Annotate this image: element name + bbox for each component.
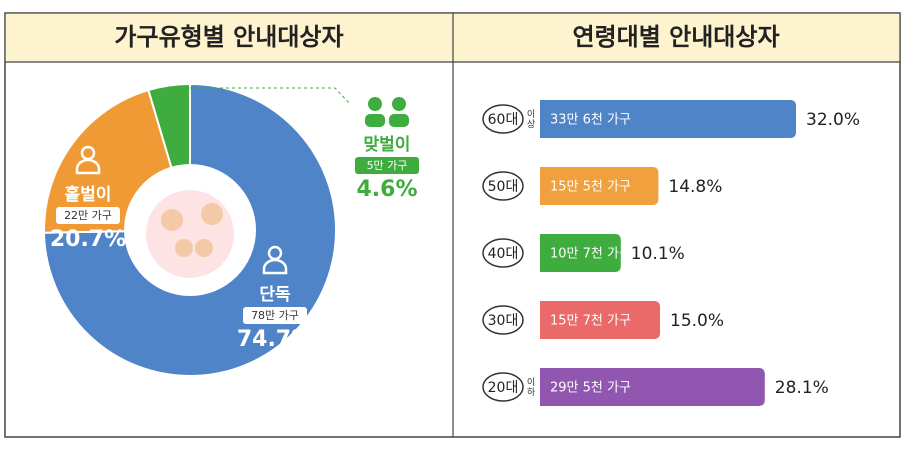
panel-title: 연령대별 안내대상자 — [572, 23, 779, 51]
category-suffix: 이하 — [525, 377, 535, 397]
category-label: 40대 — [488, 246, 519, 262]
leader-line — [190, 87, 351, 105]
value-label: 32.0% — [806, 110, 860, 130]
bar-label: 10만 7천 가구 — [550, 247, 631, 262]
family-illustration — [161, 209, 183, 231]
donut-chart: 단독 78만 가구 74.7% 홑벌이 22만 가구 20.7% 맞벌이 5만 가구 4.6% — [43, 82, 419, 377]
category-label: 50대 — [488, 179, 519, 195]
value-label: 20.7% — [50, 227, 126, 252]
couple-icon — [365, 114, 385, 127]
value-label: 14.8% — [668, 177, 722, 197]
panel-title: 가구유형별 안내대상자 — [114, 23, 343, 51]
bar-chart: 60대 이상 33만 6천 가구 32.0% 50대 15만 5천 가구 14.8% 40대 1… — [482, 100, 860, 406]
category-label: 단독 — [259, 285, 291, 305]
category-label: 20대 — [488, 380, 519, 396]
value-label: 28.1% — [775, 378, 829, 398]
category-badge — [482, 238, 524, 268]
family-illustration — [146, 190, 234, 278]
couple-icon — [392, 97, 406, 111]
bar — [540, 301, 660, 339]
family-illustration — [195, 239, 213, 257]
person-icon — [75, 158, 101, 175]
sublabel: 78만 가구 — [251, 309, 299, 322]
bar-label: 15만 5천 가구 — [550, 180, 631, 195]
category-label: 맞벌이 — [364, 135, 411, 155]
bar — [540, 167, 659, 205]
bar-label: 15만 7천 가구 — [550, 314, 631, 329]
category-badge — [482, 305, 524, 335]
person-icon — [262, 258, 288, 275]
category-badge — [482, 171, 524, 201]
bar — [540, 100, 796, 138]
sublabel: 5만 가구 — [367, 159, 408, 172]
category-label: 60대 — [488, 112, 519, 128]
category-label: 30대 — [488, 313, 519, 329]
bar-label: 33만 6천 가구 — [550, 113, 631, 128]
value-label: 10.1% — [631, 244, 685, 264]
value-label: 15.0% — [670, 311, 724, 331]
family-illustration — [175, 239, 193, 257]
category-suffix: 이상 — [525, 109, 535, 129]
couple-icon — [389, 114, 409, 127]
bar — [540, 234, 621, 272]
sublabel: 22만 가구 — [64, 209, 112, 222]
category-badge — [482, 104, 524, 134]
category-label: 홑벌이 — [65, 184, 112, 205]
sublabel-box — [355, 157, 419, 174]
couple-icon — [368, 97, 382, 111]
family-illustration — [201, 203, 223, 225]
sublabel-box — [243, 307, 307, 324]
bar-label: 29만 5천 가구 — [550, 381, 631, 396]
value-label: 4.6% — [356, 177, 417, 202]
sublabel-box — [56, 207, 120, 224]
category-badge — [482, 372, 524, 402]
value-label: 74.7% — [237, 327, 313, 352]
bar — [540, 368, 765, 406]
